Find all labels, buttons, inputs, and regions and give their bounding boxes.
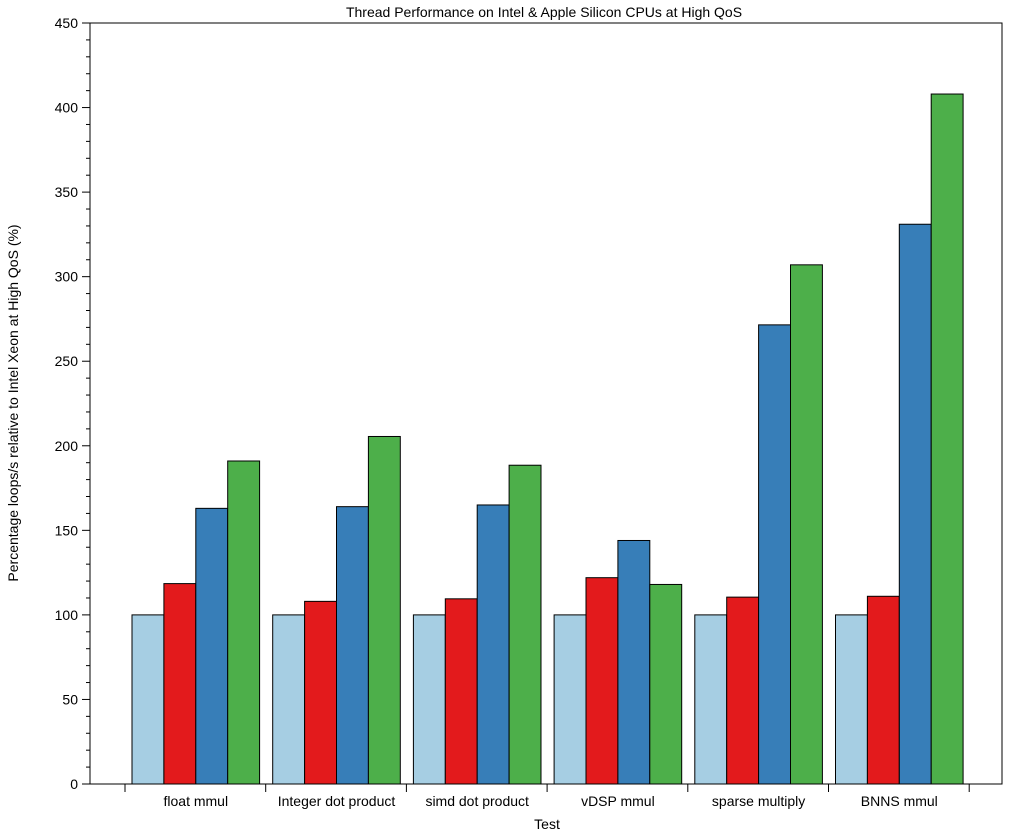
bar (227, 460, 261, 785)
x-tick-label: vDSP mmul (581, 793, 655, 809)
y-tick-label: 150 (55, 522, 79, 538)
bar (585, 577, 619, 785)
bar (272, 614, 306, 785)
bars (131, 93, 964, 785)
y-tick-label: 350 (55, 184, 79, 200)
y-tick-label: 50 (62, 691, 78, 707)
bar (726, 596, 760, 785)
bar (195, 507, 229, 785)
axes (82, 22, 1003, 792)
bar (444, 598, 478, 785)
bar (508, 464, 542, 785)
bar (131, 614, 165, 785)
bar (930, 93, 964, 785)
x-axis-label: Test (534, 816, 560, 832)
bar (304, 600, 338, 785)
y-tick-label: 450 (55, 15, 79, 31)
bar (649, 583, 683, 785)
y-axis-label: Percentage loops/s relative to Intel Xeo… (5, 224, 21, 581)
x-tick-label: simd dot product (425, 793, 529, 809)
bar (476, 504, 510, 785)
bar (790, 264, 823, 785)
x-tick-label: sparse multiply (712, 793, 805, 809)
bar (835, 614, 868, 785)
tick-labels: 0 50 100 150 200 250 300 350 400 450 float mmul Int… (55, 15, 938, 809)
bar (336, 506, 369, 785)
y-tick-label: 400 (55, 100, 79, 116)
x-tick-label: float mmul (164, 793, 229, 809)
bar (898, 223, 932, 785)
x-tick-label: Integer dot product (278, 793, 396, 809)
bar (553, 614, 587, 785)
plot-frame (89, 22, 1003, 785)
bar (866, 595, 900, 785)
x-tick-label: BNNS mmul (861, 793, 938, 809)
chart-title: Thread Performance on Intel & Apple Sili… (346, 4, 742, 20)
bar (412, 614, 446, 785)
bar (694, 614, 728, 785)
bar (367, 435, 401, 785)
bar (617, 539, 651, 785)
bar (758, 324, 791, 785)
bar (163, 583, 197, 785)
y-tick-label: 100 (55, 607, 79, 623)
y-tick-label: 200 (55, 438, 79, 454)
y-tick-label: 0 (70, 776, 78, 792)
y-tick-label: 250 (55, 353, 79, 369)
y-tick-label: 300 (55, 269, 79, 285)
